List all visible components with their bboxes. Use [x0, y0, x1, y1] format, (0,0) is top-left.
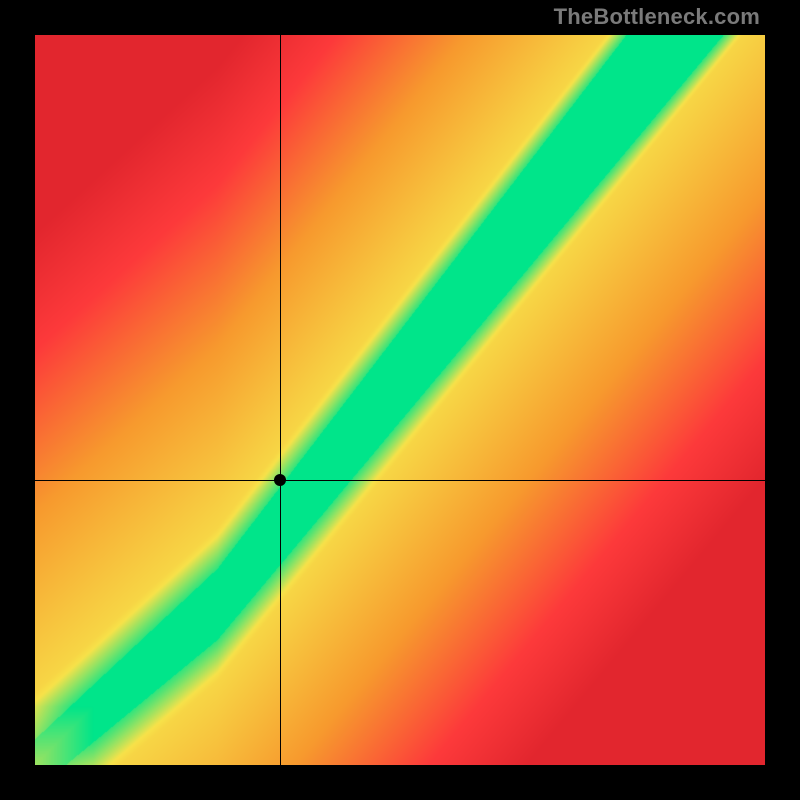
heatmap-canvas — [35, 35, 765, 765]
chart-frame: TheBottleneck.com — [0, 0, 800, 800]
plot-area — [35, 35, 765, 765]
watermark-text: TheBottleneck.com — [554, 4, 760, 30]
